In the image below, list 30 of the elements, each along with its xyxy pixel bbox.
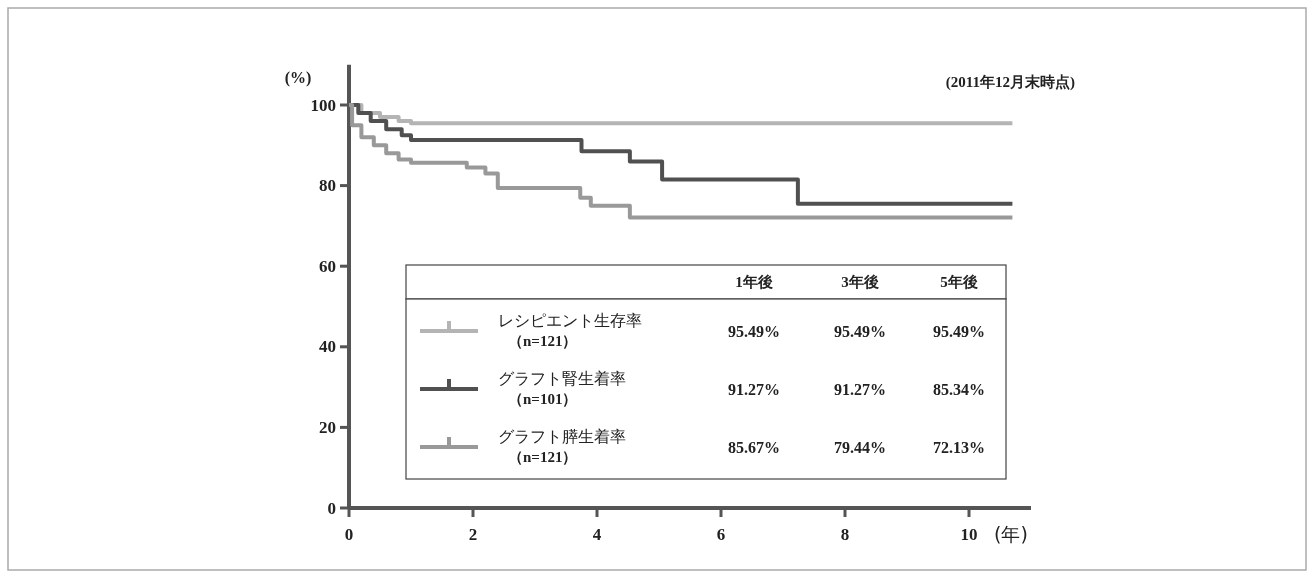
y-axis-title: (%) [284, 68, 312, 87]
y-tick-label: 40 [319, 337, 336, 357]
x-axis-title: (年) [994, 523, 1028, 545]
legend-label: レシピエント生存率（n=121） [498, 310, 642, 349]
annotation: 95.49% [933, 322, 985, 340]
annotation: 3年後 [841, 274, 879, 290]
x-tick-label: 0 [344, 524, 354, 544]
y-tick-label: 20 [319, 417, 336, 437]
legend-label: グラフト膵生着率（n=121） [498, 426, 626, 465]
annotation: 95.49% [728, 322, 780, 340]
x-tick-label: 4 [592, 524, 602, 544]
annotation: 72.13% [933, 438, 985, 456]
annotation: 5年後 [940, 274, 978, 290]
x-tick-label: 2 [468, 524, 478, 544]
annotation: (2011年12月末時点) [945, 74, 1075, 91]
legend-label: グラフト腎生着率（n=101） [498, 368, 626, 407]
y-tick-label: 60 [319, 256, 336, 276]
x-tick-label: 6 [716, 524, 726, 544]
annotation: 91.27% [834, 380, 886, 398]
annotation: 85.34% [933, 380, 985, 398]
x-tick-label: 8 [840, 524, 850, 544]
y-tick-label: 0 [327, 498, 336, 518]
annotation: 85.67% [728, 438, 780, 456]
y-tick-label: 100 [310, 95, 336, 115]
y-tick-label: 80 [319, 176, 336, 196]
annotation: 95.49% [834, 322, 886, 340]
annotation: 79.44% [834, 438, 886, 456]
annotation: 1年後 [735, 274, 773, 290]
x-tick-label: 10 [960, 524, 978, 544]
annotation: 91.27% [728, 380, 780, 398]
